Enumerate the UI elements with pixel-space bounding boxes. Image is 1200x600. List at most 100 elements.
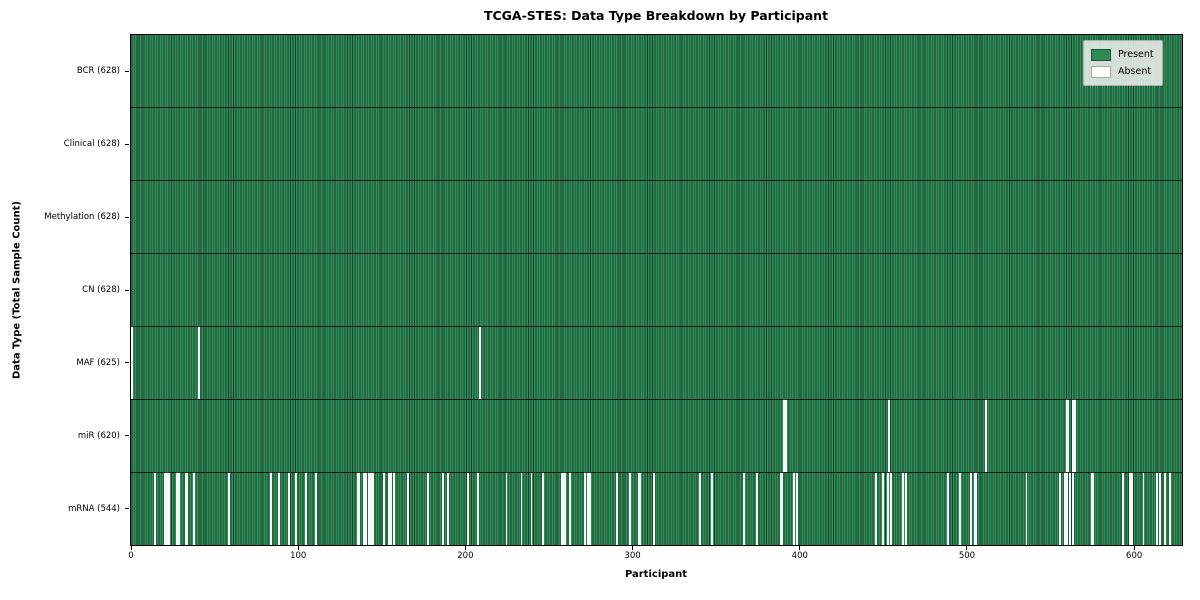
absent-bar-mRNA xyxy=(562,472,565,545)
legend-label-absent: Absent xyxy=(1118,65,1152,77)
absent-bar-mRNA xyxy=(890,472,892,545)
absent-swatch-icon xyxy=(1091,65,1111,78)
absent-bar-mRNA xyxy=(881,472,884,545)
absent-bar-miR xyxy=(1067,399,1070,473)
absent-bar-mRNA xyxy=(629,472,632,545)
ytick-mark xyxy=(125,435,129,437)
row-separator xyxy=(131,471,1182,473)
absent-bar-mRNA xyxy=(946,472,949,545)
absent-bar-mRNA xyxy=(269,472,272,545)
legend: Present Absent xyxy=(1083,40,1163,86)
absent-bar-mRNA xyxy=(390,472,393,545)
absent-bar-mRNA xyxy=(1090,472,1093,545)
absent-bar-mRNA xyxy=(639,472,642,545)
absent-bar-mRNA xyxy=(958,472,961,545)
absent-bar-mRNA xyxy=(886,472,889,545)
absent-bar-mRNA xyxy=(781,472,784,545)
absent-bar-mRNA xyxy=(177,472,180,545)
absent-bar-mRNA xyxy=(542,472,545,545)
absent-bar-mRNA xyxy=(1130,472,1133,545)
absent-bar-mRNA xyxy=(756,472,759,545)
absent-bar-mRNA xyxy=(1122,472,1125,545)
absent-bar-mRNA xyxy=(1072,472,1075,545)
absent-bar-mRNA xyxy=(1058,472,1061,545)
xtick-label: 600 xyxy=(1126,551,1143,561)
absent-bar-MAF xyxy=(197,326,200,400)
absent-bar-mRNA xyxy=(447,472,449,545)
absent-bar-mRNA xyxy=(167,472,170,545)
absent-bar-mRNA xyxy=(584,472,586,545)
absent-bar-mRNA xyxy=(589,472,591,545)
absent-bar-miR xyxy=(1065,399,1068,473)
absent-bar-mRNA xyxy=(176,472,179,545)
xtick-mark xyxy=(130,546,132,550)
ytick-label-MAF: MAF (625) xyxy=(76,357,120,368)
absent-bar-mRNA xyxy=(742,472,745,545)
absent-bar-mRNA xyxy=(1068,472,1071,545)
absent-bar-mRNA xyxy=(184,472,187,545)
absent-bar-mRNA xyxy=(505,472,508,545)
absent-bar-mRNA xyxy=(637,472,640,545)
xtick-label: 400 xyxy=(791,551,808,561)
absent-bar-mRNA xyxy=(356,472,359,545)
absent-bar-mRNA xyxy=(406,472,409,545)
xtick-label: 200 xyxy=(457,551,474,561)
ytick-mark xyxy=(125,289,129,291)
absent-bar-mRNA xyxy=(1159,472,1162,545)
xtick-label: 100 xyxy=(290,551,307,561)
absent-bar-mRNA xyxy=(383,472,386,545)
absent-bar-mRNA xyxy=(796,472,799,545)
ytick-label-mRNA: mRNA (544) xyxy=(68,503,120,514)
ytick-mark xyxy=(125,362,129,364)
absent-bar-miR xyxy=(888,399,891,473)
absent-bar-mRNA xyxy=(314,472,317,545)
absent-bar-mRNA xyxy=(1142,472,1145,545)
absent-bar-mRNA xyxy=(560,472,563,545)
absent-bar-mRNA xyxy=(467,472,469,545)
absent-bar-mRNA xyxy=(192,472,195,545)
absent-bar-mRNA xyxy=(166,472,168,545)
absent-bar-mRNA xyxy=(371,472,374,545)
absent-bar-mRNA xyxy=(426,472,429,545)
absent-bar-mRNA xyxy=(530,472,533,545)
absent-bar-mRNA xyxy=(365,472,367,545)
absent-bar-mRNA xyxy=(587,472,590,545)
legend-label-present: Present xyxy=(1118,48,1154,60)
x-axis-label: Participant xyxy=(624,569,688,580)
absent-bar-mRNA xyxy=(970,472,973,545)
absent-bar-mRNA xyxy=(393,472,396,545)
absent-bar-mRNA xyxy=(1092,472,1095,545)
present-swatch-icon xyxy=(1091,48,1111,61)
ytick-mark xyxy=(125,508,129,510)
absent-bar-mRNA xyxy=(154,472,157,545)
absent-bar-mRNA xyxy=(875,472,877,545)
absent-bar-mRNA xyxy=(368,472,371,545)
absent-bar-mRNA xyxy=(388,472,391,545)
row-separator xyxy=(131,325,1182,327)
absent-bar-mRNA xyxy=(370,472,372,545)
absent-bar-mRNA xyxy=(569,472,571,545)
xtick-mark xyxy=(297,546,299,550)
absent-bar-mRNA xyxy=(973,472,976,545)
ytick-mark xyxy=(125,143,129,145)
absent-bar-mRNA xyxy=(699,472,702,545)
absent-bar-mRNA xyxy=(1155,472,1158,545)
absent-bar-mRNA xyxy=(227,472,230,545)
absent-bar-miR xyxy=(783,399,785,473)
plot-area: Present Absent xyxy=(130,34,1183,546)
absent-bar-mRNA xyxy=(564,472,566,545)
absent-bar-mRNA xyxy=(779,472,782,545)
absent-bar-MAF xyxy=(131,326,133,400)
absent-bar-mRNA xyxy=(1065,472,1068,545)
absent-bar-miR xyxy=(1073,399,1076,473)
absent-bar-mRNA xyxy=(441,472,444,545)
absent-bar-mRNA xyxy=(615,472,618,545)
absent-bar-MAF xyxy=(478,326,481,400)
absent-bar-mRNA xyxy=(164,472,167,545)
xtick-mark xyxy=(966,546,968,550)
absent-bar-mRNA xyxy=(520,472,523,545)
row-separator xyxy=(131,107,1182,109)
ytick-mark xyxy=(125,70,129,72)
absent-bar-mRNA xyxy=(711,472,714,545)
